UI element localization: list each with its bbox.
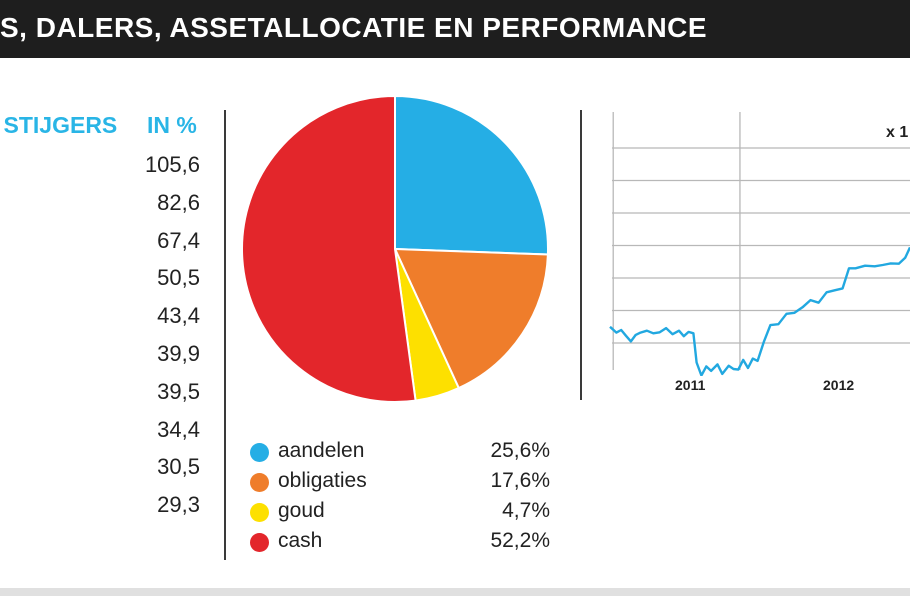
line-chart-scale-label: x 1	[886, 124, 909, 141]
legend-label: goud	[278, 499, 325, 522]
performance-line-chart	[609, 112, 910, 376]
pie-slice-cash	[241, 94, 417, 403]
x-tick-label: 2011	[675, 377, 706, 393]
legend-swatch	[250, 443, 269, 462]
riser-value: 39,9	[157, 340, 200, 366]
header-bar: S, DALERS, ASSETALLOCATIE EN PERFORMANCE	[0, 0, 910, 58]
legend-swatch	[250, 473, 269, 492]
legend-value: 52,2%	[490, 529, 550, 552]
divider-line-left	[224, 110, 226, 560]
bottom-strip	[0, 588, 910, 596]
performance-series-line	[609, 246, 910, 376]
riser-value: 34,4	[157, 416, 200, 442]
riser-value: 30,5	[157, 454, 200, 480]
risers-value-list: 105,6 82,6 67,4 50,5 43,4 39,9 39,5 34,4…	[145, 146, 200, 524]
riser-value: 43,4	[157, 303, 200, 329]
riser-value: 105,6	[144, 152, 200, 177]
pie-legend: aandelen 25,6% obligaties 17,6% goud 4,7…	[250, 437, 550, 557]
risers-unit-header: IN %	[147, 112, 197, 138]
legend-label: cash	[278, 529, 323, 552]
legend-value: 25,6%	[490, 439, 550, 462]
pie-slice-obligaties	[393, 247, 549, 390]
header-title: S, DALERS, ASSETALLOCATIE EN PERFORMANCE	[0, 12, 708, 43]
pie-slice-aandelen	[394, 94, 549, 256]
x-tick-label: 2012	[823, 377, 855, 393]
riser-value: 29,3	[157, 492, 200, 518]
riser-value: 82,6	[157, 189, 200, 215]
legend-item-obligaties: obligaties 17,6%	[250, 467, 550, 497]
legend-item-goud: goud 4,7%	[250, 497, 550, 527]
risers-column-header: ’ STIJGERS	[0, 112, 118, 139]
legend-swatch	[250, 503, 269, 522]
divider-line-right	[580, 110, 582, 400]
riser-value: 67,4	[157, 227, 200, 253]
legend-label: obligaties	[278, 469, 367, 492]
risers-header-label: STIJGERS	[3, 112, 118, 138]
legend-item-aandelen: aandelen 25,6%	[250, 437, 550, 467]
allocation-pie-chart	[241, 94, 549, 403]
legend-swatch	[250, 533, 269, 552]
legend-label: aandelen	[278, 439, 365, 462]
legend-item-cash: cash 52,2%	[250, 527, 550, 557]
legend-value: 4,7%	[502, 499, 550, 522]
riser-value: 39,5	[157, 378, 200, 404]
legend-value: 17,6%	[490, 469, 550, 492]
riser-value: 50,5	[157, 265, 200, 291]
